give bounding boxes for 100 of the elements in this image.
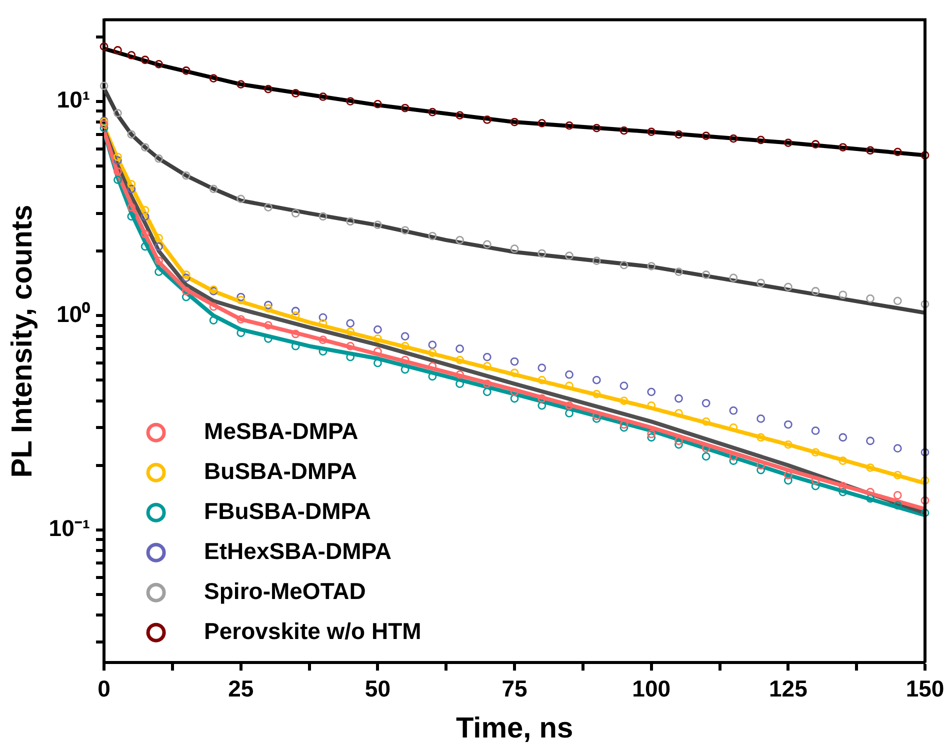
legend-label: Spiro-MeOTAD (204, 578, 366, 604)
point (127, 184, 136, 194)
point (784, 282, 792, 292)
point (346, 319, 355, 328)
x-tick-label: 125 (768, 676, 808, 702)
x-tick-label: 75 (502, 676, 528, 702)
point (482, 388, 492, 396)
point (209, 184, 218, 194)
point (264, 300, 272, 310)
point (114, 152, 122, 162)
y-axis-title: PL Intensity, counts (6, 204, 38, 478)
point (373, 325, 382, 334)
x-tick-label: 100 (632, 676, 671, 702)
point (674, 268, 683, 276)
point (456, 111, 464, 120)
point (510, 118, 519, 126)
point (538, 364, 546, 372)
point (756, 433, 766, 442)
point (140, 143, 150, 152)
point (100, 124, 108, 132)
y-tick-label: 10¹ (56, 86, 90, 113)
point (784, 138, 792, 147)
point (565, 121, 574, 130)
point (510, 394, 519, 403)
point (866, 488, 874, 496)
point (893, 501, 902, 510)
point (565, 382, 574, 390)
point (893, 470, 902, 480)
point (811, 140, 820, 148)
point (784, 470, 792, 480)
point (140, 230, 150, 238)
point (318, 336, 328, 344)
point (346, 328, 355, 336)
point (620, 126, 628, 135)
point (456, 356, 464, 364)
point (702, 398, 710, 408)
point (811, 448, 820, 456)
point (510, 357, 519, 366)
point (100, 120, 108, 129)
point (456, 370, 464, 379)
point (127, 51, 136, 60)
point (209, 302, 218, 311)
point (538, 249, 546, 258)
point (538, 119, 546, 128)
point (729, 274, 738, 282)
point (140, 242, 150, 251)
point (154, 268, 163, 276)
point (154, 60, 163, 68)
point (100, 82, 108, 90)
point (674, 409, 683, 418)
point (400, 104, 410, 112)
point (114, 156, 122, 165)
point (400, 226, 410, 234)
point (428, 340, 437, 350)
point (592, 256, 601, 266)
point (674, 394, 683, 403)
point (565, 401, 574, 410)
point (182, 171, 190, 180)
point (674, 436, 683, 446)
point (620, 382, 628, 390)
y-tick-label: 10⁻¹ (48, 515, 90, 542)
point (140, 56, 150, 64)
point (291, 209, 300, 218)
legend-label: MeSBA-DMPA (204, 418, 358, 444)
point (318, 313, 328, 322)
point (702, 417, 710, 426)
point (346, 97, 355, 106)
point (702, 270, 710, 279)
point (291, 89, 300, 98)
point (482, 116, 492, 124)
point (756, 414, 766, 423)
point (346, 217, 355, 226)
point (838, 143, 848, 152)
point (127, 203, 136, 212)
point (920, 300, 930, 308)
point (565, 252, 574, 260)
point (291, 306, 300, 316)
point (373, 334, 382, 343)
point (114, 108, 122, 118)
point (456, 236, 464, 244)
point (236, 296, 246, 304)
point (565, 370, 574, 379)
point (154, 242, 163, 251)
point (114, 46, 122, 54)
point (647, 388, 656, 396)
point (264, 321, 272, 330)
point (592, 376, 601, 384)
point (592, 414, 601, 423)
legend-label: FBuSBA-DMPA (204, 498, 371, 524)
point (811, 426, 820, 435)
point (127, 130, 136, 139)
x-axis-title: Time, ns (456, 712, 574, 745)
point (140, 212, 150, 221)
point (114, 167, 122, 176)
point (702, 452, 710, 461)
point (154, 256, 163, 266)
point (114, 176, 122, 184)
point (482, 380, 492, 388)
point (893, 148, 902, 156)
point (920, 496, 930, 505)
